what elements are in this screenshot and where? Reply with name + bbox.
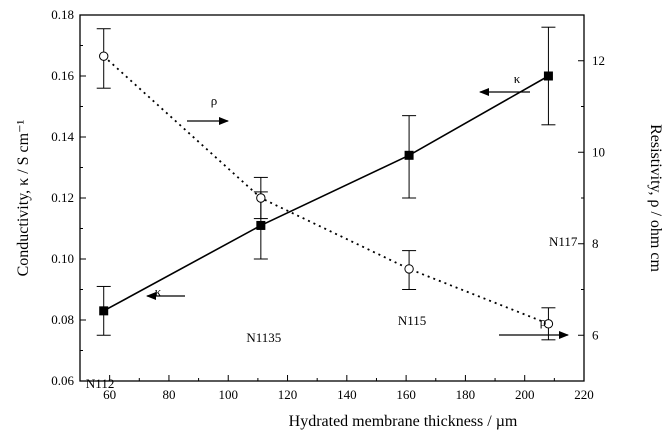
y-right-tick-label: 12 bbox=[592, 53, 605, 68]
x-tick-label: 180 bbox=[456, 387, 476, 402]
y-left-tick-label: 0.16 bbox=[51, 68, 74, 83]
x-axis-title: Hydrated membrane thickness / µm bbox=[289, 413, 518, 430]
y-right-tick-label: 6 bbox=[592, 327, 599, 342]
resistivity-point bbox=[543, 319, 554, 329]
kappa-annotation-label: κ bbox=[155, 284, 162, 299]
kappa-annotation-label: κ bbox=[514, 71, 521, 86]
x-tick-label: 140 bbox=[337, 387, 357, 402]
y-left-axis-title: Conductivity, κ / S cm⁻¹ bbox=[15, 119, 32, 276]
y-left-tick-label: 0.08 bbox=[51, 312, 74, 327]
y-left-tick-label: 0.10 bbox=[51, 251, 74, 266]
x-tick-label: 120 bbox=[278, 387, 298, 402]
membrane-label: N115 bbox=[398, 313, 426, 328]
rho-annotation-label: ρ bbox=[211, 93, 218, 108]
y-right-tick-label: 10 bbox=[592, 144, 605, 159]
conductivity-point bbox=[256, 220, 266, 230]
y-left-tick-label: 0.18 bbox=[51, 7, 74, 22]
x-tick-label: 100 bbox=[218, 387, 238, 402]
conductivity-point bbox=[99, 306, 109, 316]
resistivity-point bbox=[99, 51, 109, 61]
y-left-tick-label: 0.06 bbox=[51, 373, 74, 388]
membrane-label: N117 bbox=[549, 234, 578, 249]
x-tick-label: 220 bbox=[574, 387, 594, 402]
y-right-axis-title: Resistivity, ρ / ohm cm bbox=[647, 124, 664, 272]
x-tick-label: 80 bbox=[162, 387, 175, 402]
resistivity-point bbox=[404, 264, 414, 274]
conductivity-point bbox=[543, 71, 553, 81]
rho-annotation-label: ρ bbox=[540, 314, 547, 329]
y-left-tick-label: 0.14 bbox=[51, 129, 74, 144]
membrane-label: N112 bbox=[86, 376, 114, 391]
x-tick-label: 60 bbox=[103, 387, 116, 402]
membrane-label: N1135 bbox=[246, 330, 281, 345]
plot-frame bbox=[79, 14, 585, 382]
x-tick-label: 160 bbox=[396, 387, 416, 402]
conductivity-point bbox=[404, 150, 414, 160]
conductivity-line bbox=[103, 75, 549, 312]
y-right-tick-label: 8 bbox=[592, 236, 599, 251]
resistivity-point bbox=[256, 193, 266, 203]
x-tick-label: 200 bbox=[515, 387, 535, 402]
resistivity-line bbox=[103, 55, 549, 325]
y-left-tick-label: 0.12 bbox=[51, 190, 74, 205]
